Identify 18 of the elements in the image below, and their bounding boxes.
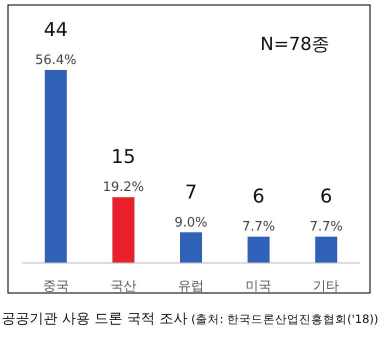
x-tick-label: 유럽 bbox=[178, 279, 204, 294]
x-tick-label: 국산 bbox=[110, 279, 136, 294]
annotation: 7.7% bbox=[242, 220, 276, 235]
data-label: 15 bbox=[111, 146, 136, 168]
data-label: 6 bbox=[320, 186, 332, 208]
text: 공공기관 사용 드론 국적 조사 bbox=[2, 311, 188, 327]
x-tick-label: 중국 bbox=[42, 279, 69, 294]
annotation: 9.0% bbox=[174, 215, 208, 230]
annotation: 56.4% bbox=[35, 53, 76, 68]
x-tick-label: 기타 bbox=[313, 279, 340, 294]
x-tick-label: 미국 bbox=[246, 279, 272, 294]
data-label: 7 bbox=[184, 181, 198, 204]
annotation: 19.2% bbox=[102, 180, 144, 196]
annotation: 7.7% bbox=[310, 220, 343, 235]
text: N=78종 bbox=[260, 34, 330, 55]
text: (출처: 한국드론산업진흥협회('18)) bbox=[187, 312, 378, 326]
data-label: 44 bbox=[44, 19, 68, 41]
data-label: 6 bbox=[252, 186, 265, 208]
